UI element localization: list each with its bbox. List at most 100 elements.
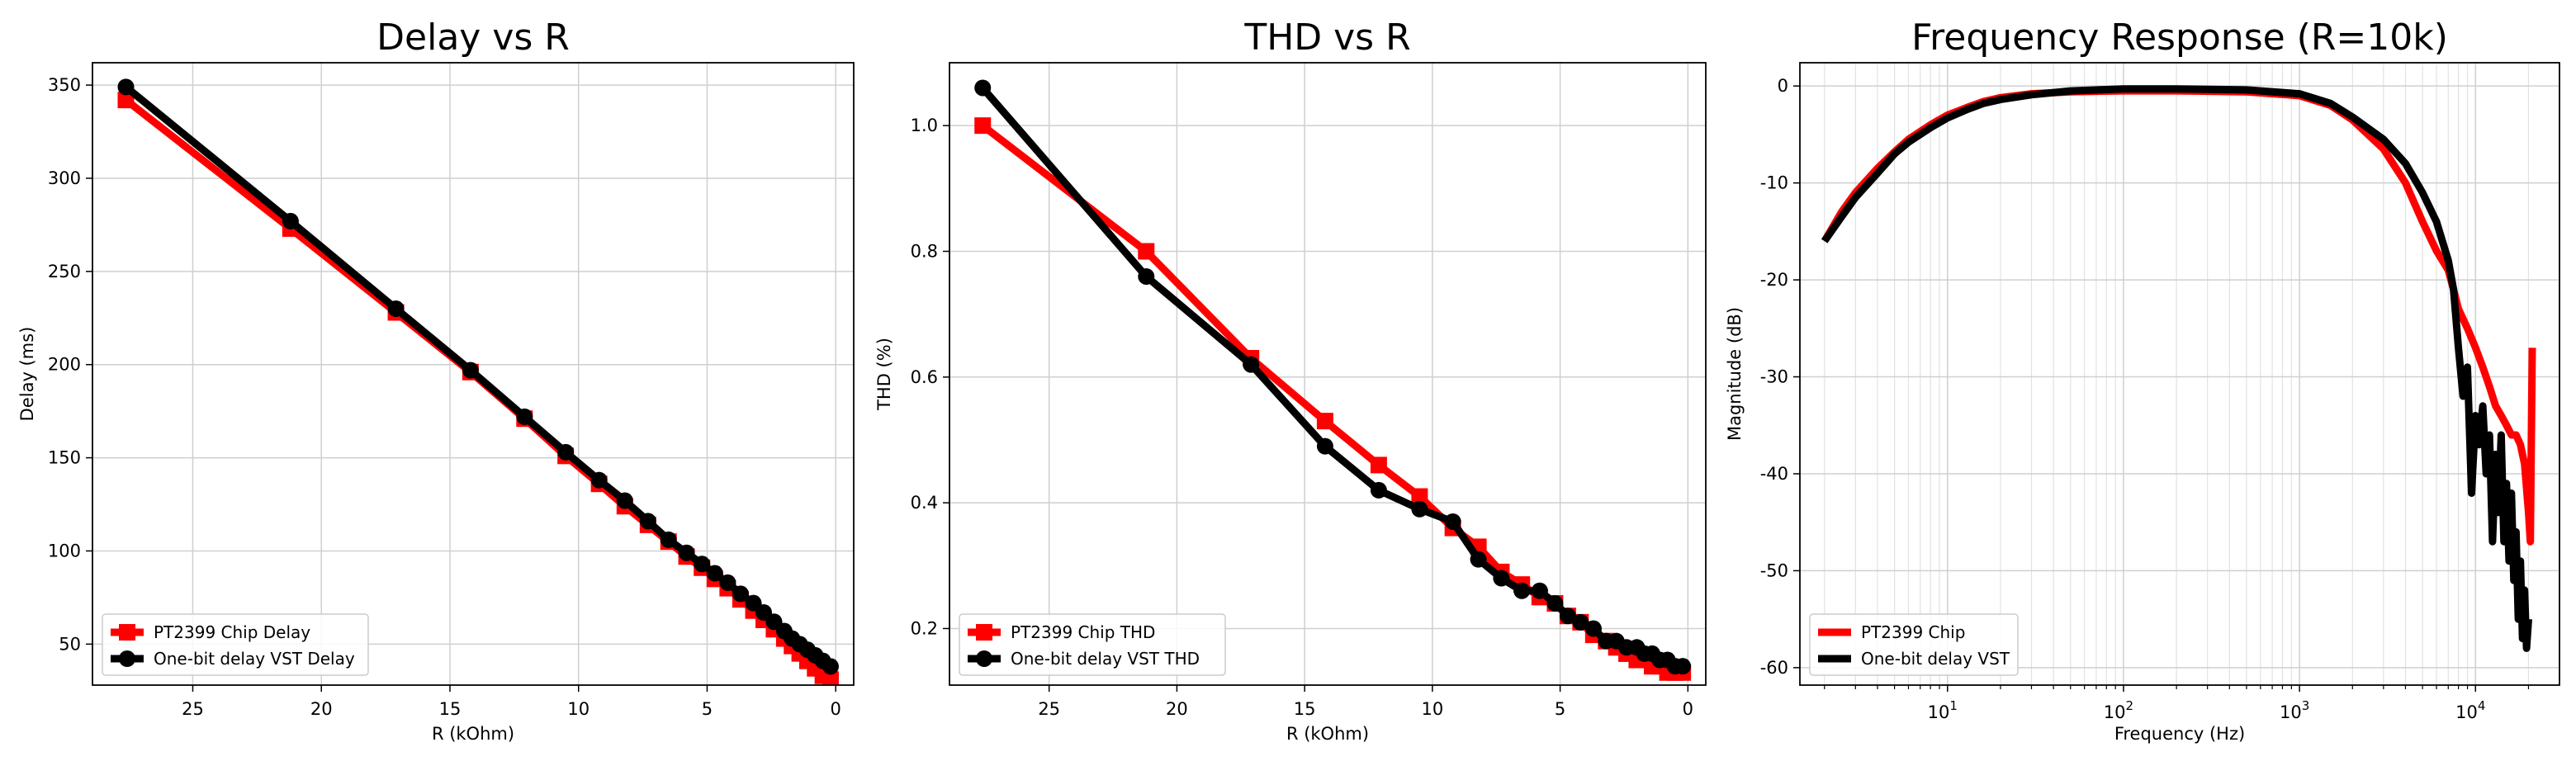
data-point-marker [1138, 267, 1155, 285]
y-tick-label: 150 [48, 448, 81, 468]
legend-label: One-bit delay VST Delay [154, 649, 355, 669]
data-point-marker [590, 471, 608, 489]
data-point-marker [1572, 613, 1589, 631]
legend-entry: PT2399 Chip [1818, 622, 1965, 642]
y-tick-label: 0.8 [911, 241, 938, 261]
legend-label: PT2399 Chip Delay [154, 622, 310, 642]
plot-frame [949, 62, 1707, 686]
y-tick-label: -50 [1760, 560, 1788, 580]
data-point-marker [1316, 413, 1333, 430]
legend-entry: PT2399 Chip THD [968, 622, 1155, 642]
data-point-marker [1546, 594, 1564, 612]
y-axis-label: Delay (ms) [17, 327, 37, 422]
data-point-marker [462, 362, 479, 379]
y-tick-label: 300 [48, 168, 81, 188]
data-point-marker [387, 300, 405, 317]
data-point-marker [1531, 582, 1548, 599]
data-point-marker [516, 408, 533, 425]
data-point-marker [117, 92, 135, 109]
series-2 [117, 78, 839, 675]
y-tick-label: 0.4 [911, 493, 938, 513]
x-axis-label: Frequency (Hz) [2114, 724, 2245, 744]
series-2 [974, 79, 1692, 675]
legend-box [959, 613, 1226, 676]
data-point-marker [706, 565, 723, 582]
x-tick-label: 0 [831, 699, 841, 719]
plot-frame [1799, 62, 2560, 686]
legend: PT2399 Chip THD One-bit delay VST THD [959, 613, 1226, 676]
x-tick-label: 104 [2455, 698, 2485, 722]
data-point-marker [1674, 658, 1692, 675]
data-point-marker [557, 443, 575, 461]
legend-marker [976, 650, 992, 667]
data-point-marker [974, 117, 992, 135]
legend-entry: One-bit delay VST [1818, 649, 2010, 669]
x-tick-label: 10 [1422, 699, 1444, 719]
data-point-marker [732, 585, 749, 603]
legend-entry: One-bit delay VST THD [968, 649, 1200, 669]
y-tick-label: -40 [1760, 464, 1788, 484]
legend-label: PT2399 Chip THD [1011, 622, 1155, 642]
data-point-marker [616, 492, 633, 509]
data-point-marker [1370, 481, 1387, 499]
x-tick-label: 5 [702, 699, 713, 719]
legend-marker [119, 624, 135, 641]
y-tick-label: -60 [1760, 658, 1788, 678]
y-tick-label: 0.2 [911, 618, 938, 638]
data-point-marker [1470, 551, 1487, 568]
data-point-marker [117, 78, 135, 96]
y-tick-label: -30 [1760, 367, 1788, 387]
data-point-marker [639, 513, 656, 530]
data-point-marker [282, 212, 299, 229]
plot-frame [92, 62, 855, 686]
y-axis-label: THD (%) [874, 338, 894, 411]
y-tick-label: 1.0 [911, 116, 938, 135]
chart-title: Delay vs R [376, 17, 570, 59]
data-point-marker [660, 531, 677, 548]
x-axis-label: R (kOhm) [1286, 724, 1369, 744]
data-point-marker [1370, 456, 1387, 474]
data-point-marker [1411, 488, 1428, 505]
x-tick-label: 102 [2104, 698, 2133, 722]
legend-label: One-bit delay VST THD [1011, 649, 1200, 669]
data-point-marker [678, 544, 695, 561]
x-tick-label: 25 [182, 699, 204, 719]
legend-box [102, 613, 369, 676]
data-point-marker [822, 671, 839, 685]
legend-entry: PT2399 Chip Delay [111, 622, 310, 642]
data-point-marker [1559, 608, 1576, 625]
chart-panel-3: 101 102 103 104 0 -10 -20 -30 -40 -50 -60 Frequency… [1725, 17, 2560, 744]
data-point-marker [1411, 500, 1428, 518]
x-tick-label: 20 [310, 699, 333, 719]
x-tick-label: 101 [1928, 698, 1958, 722]
y-tick-label: 50 [59, 634, 81, 654]
y-tick-label: 100 [48, 541, 81, 560]
y-tick-label: 200 [48, 355, 81, 375]
y-tick-label: -20 [1760, 270, 1788, 290]
data-point-marker [974, 79, 992, 97]
x-tick-label: 10 [567, 699, 590, 719]
y-axis-label: Magnitude (dB) [1725, 307, 1745, 441]
series-2 [1821, 85, 2532, 652]
data-point-marker [1513, 582, 1531, 599]
data-point-marker [1444, 513, 1461, 530]
legend: PT2399 Chip One-bit delay VST [1809, 613, 2019, 676]
legend-entry: One-bit delay VST Delay [111, 649, 355, 669]
legend-label: PT2399 Chip [1861, 622, 1965, 642]
data-point-marker [822, 658, 839, 675]
data-point-marker [694, 556, 711, 573]
x-tick-label: 20 [1166, 699, 1188, 719]
chart-title: Frequency Response (R=10k) [1911, 17, 2448, 59]
chart-title: THD vs R [1243, 17, 1410, 59]
data-point-marker [1243, 356, 1260, 373]
y-tick-label: 0.6 [911, 367, 938, 387]
data-point-marker [1584, 620, 1602, 637]
legend-marker [976, 624, 992, 641]
x-tick-label: 15 [1294, 699, 1316, 719]
data-point-marker [1138, 243, 1155, 260]
y-tick-label: 250 [48, 262, 81, 281]
data-point-marker [1316, 437, 1333, 455]
series-1 [117, 92, 839, 685]
